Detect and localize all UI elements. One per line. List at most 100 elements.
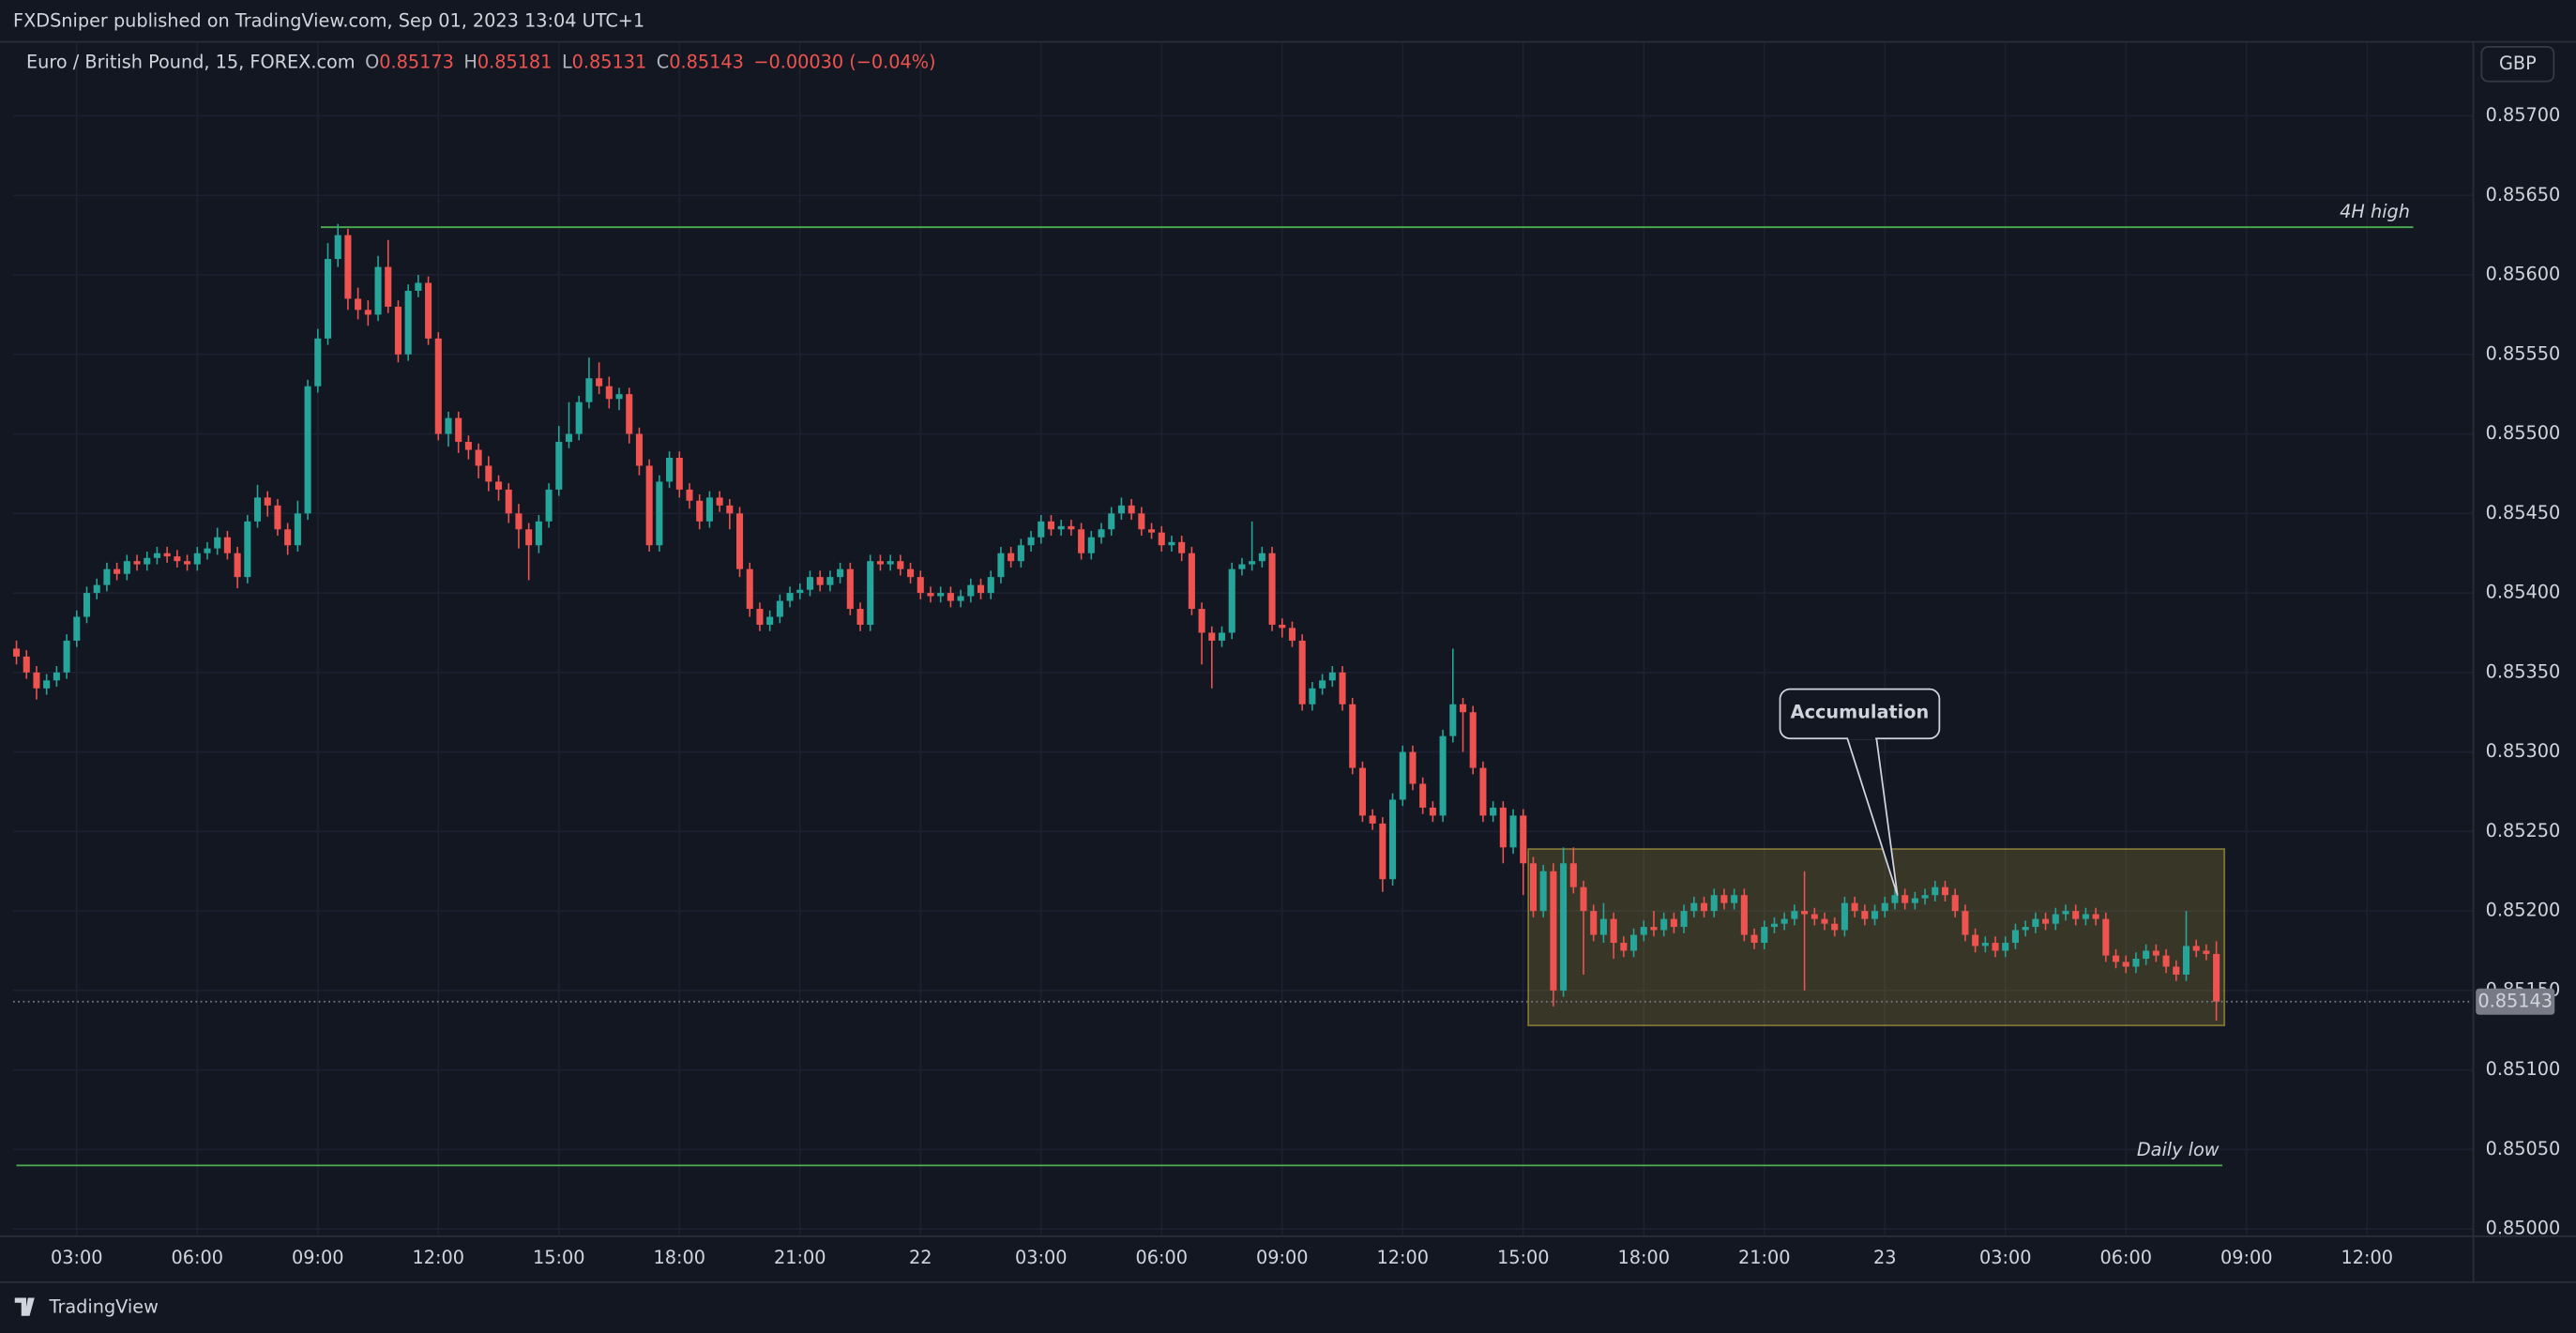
candle-body [1238, 564, 1246, 569]
candle-body [927, 593, 934, 597]
brand-logo [14, 1297, 35, 1316]
candle-body [575, 401, 583, 434]
candle-body [193, 553, 201, 565]
candle-body [615, 394, 623, 400]
candle-body [1650, 927, 1658, 931]
candle-body [1750, 934, 1758, 944]
candle-body [1911, 898, 1918, 903]
candle-body [535, 521, 542, 546]
candle-body [816, 577, 824, 585]
candle-body [1108, 513, 1115, 530]
candle-body [1580, 886, 1587, 912]
candle-body [545, 489, 553, 522]
x-tick-label: 06:00 [1136, 1247, 1188, 1268]
candle-body [1419, 783, 1427, 808]
candle-body [786, 593, 794, 601]
candle-body [103, 568, 111, 585]
candle-body [1801, 911, 1809, 915]
candle-body [404, 290, 412, 355]
candle-body [425, 282, 432, 339]
candle-body [686, 489, 693, 501]
candle-body [987, 577, 994, 594]
candle-body [1068, 525, 1075, 530]
candle-body [1198, 609, 1205, 633]
candle-body [696, 500, 704, 522]
candle-body [756, 609, 764, 625]
candle-body [464, 442, 472, 450]
y-tick-label: 0.85700 [2486, 104, 2561, 126]
y-tick-label: 0.85550 [2486, 342, 2561, 364]
y-tick-label: 0.85250 [2486, 820, 2561, 841]
x-tick-label: 12:00 [413, 1247, 464, 1268]
candle-body [1569, 863, 1577, 887]
candle-body [1208, 632, 1216, 641]
candle-body [1720, 895, 1728, 903]
candle-body [1660, 918, 1668, 931]
candle-body [1791, 911, 1798, 919]
candle-body [1319, 680, 1326, 689]
candle-body [2082, 914, 2089, 919]
ohlc-letter: L [562, 51, 572, 72]
candle-body [1780, 918, 1788, 924]
candle-body [907, 568, 915, 578]
candle-body [2122, 962, 2129, 967]
candle-body [324, 259, 332, 339]
x-tick-label: 09:00 [2220, 1247, 2272, 1268]
candle-body [1057, 525, 1065, 530]
candle-body [1700, 902, 1708, 912]
candle-body [184, 561, 191, 565]
x-tick-label: 21:00 [1738, 1247, 1790, 1268]
candle-body [1349, 704, 1356, 768]
candle-body [1279, 624, 1286, 629]
candle-body [144, 557, 151, 565]
candle-body [1218, 632, 1226, 641]
candle-body [1951, 895, 1959, 912]
candle-body [1841, 902, 1848, 931]
candle-body [1449, 704, 1457, 736]
candle-body [2022, 927, 2029, 931]
candle-body [1932, 886, 1939, 896]
candle-body [1680, 911, 1688, 928]
candle-body [666, 457, 674, 482]
candle-body [114, 568, 121, 574]
candle-body [163, 553, 171, 557]
candle-body [1610, 918, 1617, 944]
candle-body [1941, 886, 1949, 896]
candle-body [1972, 934, 1979, 947]
candle-body [63, 640, 70, 673]
candle-body [1921, 895, 1929, 899]
y-tick-label: 0.85600 [2486, 264, 2561, 285]
candle-body [93, 584, 100, 594]
candle-body [1539, 871, 1547, 912]
candle-body [43, 680, 51, 689]
y-tick-label: 0.85100 [2486, 1058, 2561, 1080]
y-tick-label: 0.85650 [2486, 184, 2561, 205]
candle-body [635, 433, 643, 466]
change: −0.00030 (−0.04%) [753, 51, 935, 72]
callout-text: Accumulation [1791, 702, 1930, 723]
currency-label[interactable]: GBP [2499, 53, 2537, 74]
candle-body [2011, 930, 2019, 944]
candle-body [2002, 943, 2009, 951]
candle-body [1811, 914, 1818, 919]
candle-body [1249, 561, 1256, 565]
candle-body [1409, 751, 1417, 784]
currency-button[interactable] [2480, 46, 2555, 83]
candle-body [917, 577, 924, 594]
candle-body [1008, 553, 1015, 562]
candle-body [766, 616, 774, 625]
candle-body [123, 561, 130, 574]
candle-body [2213, 953, 2220, 1002]
candle-body [1740, 895, 1748, 935]
candle-body [867, 561, 874, 625]
candle-body [1459, 704, 1467, 713]
x-tick-label: 21:00 [774, 1247, 826, 1268]
candle-body [494, 481, 503, 490]
candle-body [2072, 911, 2080, 919]
y-tick-label: 0.85450 [2486, 502, 2561, 523]
ohlc-value: 0.85173 [379, 51, 454, 72]
candle-body [1981, 943, 1989, 947]
candle-body [1861, 911, 1869, 919]
candle-body [385, 266, 392, 307]
